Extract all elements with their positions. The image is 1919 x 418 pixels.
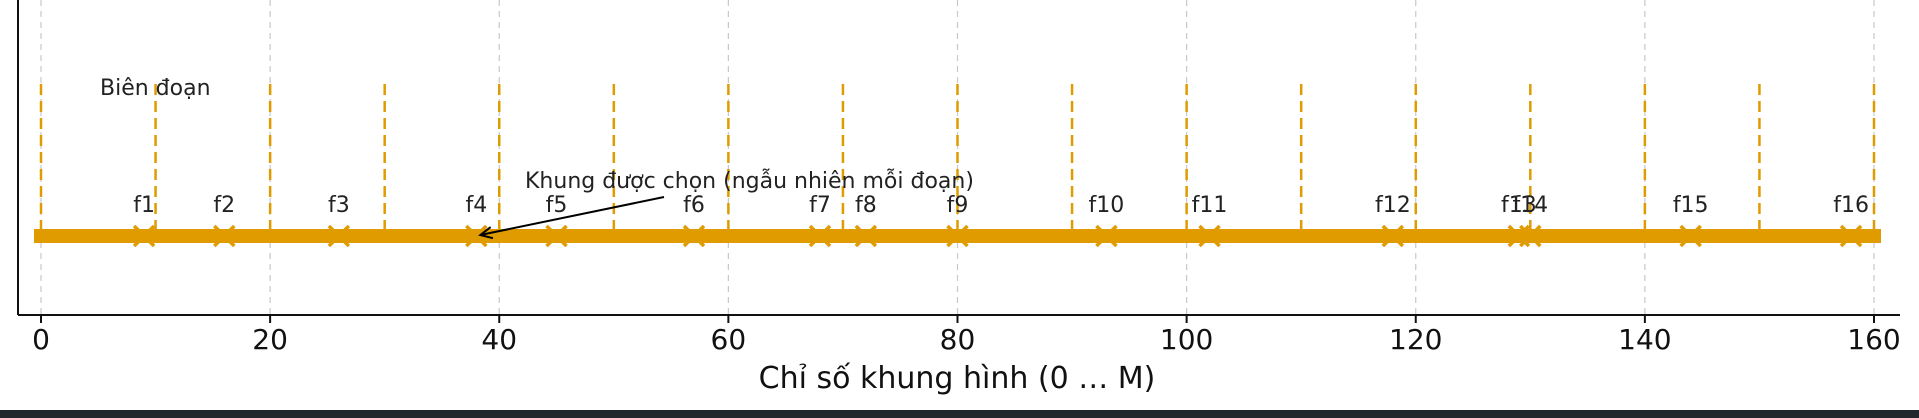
marker-stroke-b bbox=[545, 224, 568, 248]
frame-label-f16: f16 bbox=[1833, 193, 1869, 218]
marker-stroke-b bbox=[682, 224, 706, 248]
frame-marker-f3 bbox=[327, 224, 351, 248]
frame-marker-f15 bbox=[1679, 224, 1702, 248]
marker-stroke-b bbox=[946, 224, 969, 248]
marker-stroke-b bbox=[1519, 224, 1542, 248]
frame-marker-f9 bbox=[946, 224, 969, 248]
frame-marker-f10 bbox=[1095, 224, 1118, 248]
frame-marker-f2 bbox=[213, 224, 236, 248]
frame-label-f15: f15 bbox=[1673, 193, 1709, 218]
frame-label-f8: f8 bbox=[855, 193, 877, 218]
selected-frame-markers bbox=[132, 224, 1863, 248]
marker-stroke-b bbox=[1679, 224, 1702, 248]
x-tick-label-5: 100 bbox=[1160, 323, 1213, 356]
x-tick-label-6: 120 bbox=[1389, 323, 1442, 356]
frame-marker-f8 bbox=[854, 224, 878, 248]
frame-marker-f6 bbox=[682, 224, 706, 248]
segment-boundaries bbox=[39, 84, 1876, 236]
frame-marker-f12 bbox=[1381, 224, 1405, 248]
frame-label-f11: f11 bbox=[1192, 193, 1228, 218]
marker-stroke-b bbox=[213, 224, 236, 248]
annotation-arrow bbox=[478, 196, 665, 240]
marker-stroke-b bbox=[1381, 224, 1405, 248]
frame-label-f14: f14 bbox=[1512, 193, 1548, 218]
marker-stroke-b bbox=[1198, 224, 1221, 248]
frame-marker-f14 bbox=[1519, 224, 1542, 248]
frame-marker-f1 bbox=[132, 224, 156, 248]
x-ticks: 0 20 40 60 80 100 120 140 160 bbox=[32, 315, 1901, 356]
bottom-bar bbox=[0, 410, 1919, 418]
x-tick-label-1: 20 bbox=[252, 323, 288, 356]
frame-label-f10: f10 bbox=[1089, 193, 1125, 218]
frame-label-f9: f9 bbox=[947, 193, 969, 218]
x-tick-label-2: 40 bbox=[481, 323, 517, 356]
arrow-shaft bbox=[480, 196, 665, 236]
frame-label-f13: f13 bbox=[1501, 193, 1537, 218]
frame-marker-f16 bbox=[1839, 224, 1863, 248]
selected-frames-annotation: Khung được chọn (ngẫu nhiên mỗi đoạn) bbox=[525, 168, 974, 194]
boundary-legend-label: Biên đoạn bbox=[100, 76, 211, 101]
arrow-head bbox=[478, 226, 494, 240]
x-tick-label-8: 160 bbox=[1847, 323, 1900, 356]
frame-label-f1: f1 bbox=[133, 193, 155, 218]
x-tick-label-0: 0 bbox=[32, 323, 50, 356]
marker-stroke-b bbox=[1095, 224, 1118, 248]
frame-marker-f11 bbox=[1198, 224, 1221, 248]
frame-label-f5: f5 bbox=[546, 193, 568, 218]
frame-label-f3: f3 bbox=[328, 193, 350, 218]
marker-stroke-b bbox=[1839, 224, 1863, 248]
marker-stroke-b bbox=[132, 224, 156, 248]
frame-marker-f7 bbox=[808, 224, 832, 248]
x-tick-label-3: 60 bbox=[711, 323, 747, 356]
x-tick-label-4: 80 bbox=[940, 323, 976, 356]
frame-label-f6: f6 bbox=[683, 193, 705, 218]
frame-label-f2: f2 bbox=[213, 193, 235, 218]
x-tick-label-7: 140 bbox=[1618, 323, 1671, 356]
marker-stroke-b bbox=[465, 224, 488, 248]
x-axis-label: Chỉ số khung hình (0 … M) bbox=[759, 361, 1156, 396]
axes bbox=[17, 0, 1900, 316]
frame-marker-f4 bbox=[465, 224, 488, 248]
marker-stroke-b bbox=[327, 224, 351, 248]
marker-stroke-b bbox=[808, 224, 832, 248]
marker-stroke-b bbox=[854, 224, 878, 248]
frame-label-f7: f7 bbox=[809, 193, 831, 218]
frame-label-f4: f4 bbox=[465, 193, 487, 218]
frame-label-f12: f12 bbox=[1375, 193, 1411, 218]
frame-marker-f5 bbox=[545, 224, 568, 248]
